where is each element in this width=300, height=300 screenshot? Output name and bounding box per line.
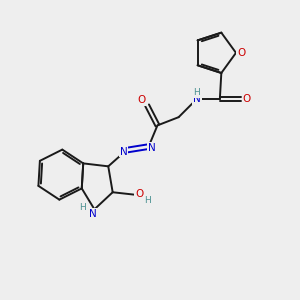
Text: H: H xyxy=(193,88,200,97)
Text: N: N xyxy=(120,147,128,157)
Text: O: O xyxy=(237,48,245,58)
Text: H: H xyxy=(79,203,86,212)
Text: N: N xyxy=(193,94,201,104)
Text: H: H xyxy=(144,196,151,205)
Text: N: N xyxy=(148,143,155,153)
Text: N: N xyxy=(89,209,97,219)
Text: O: O xyxy=(243,94,251,104)
Text: O: O xyxy=(138,95,146,105)
Text: O: O xyxy=(135,189,143,199)
